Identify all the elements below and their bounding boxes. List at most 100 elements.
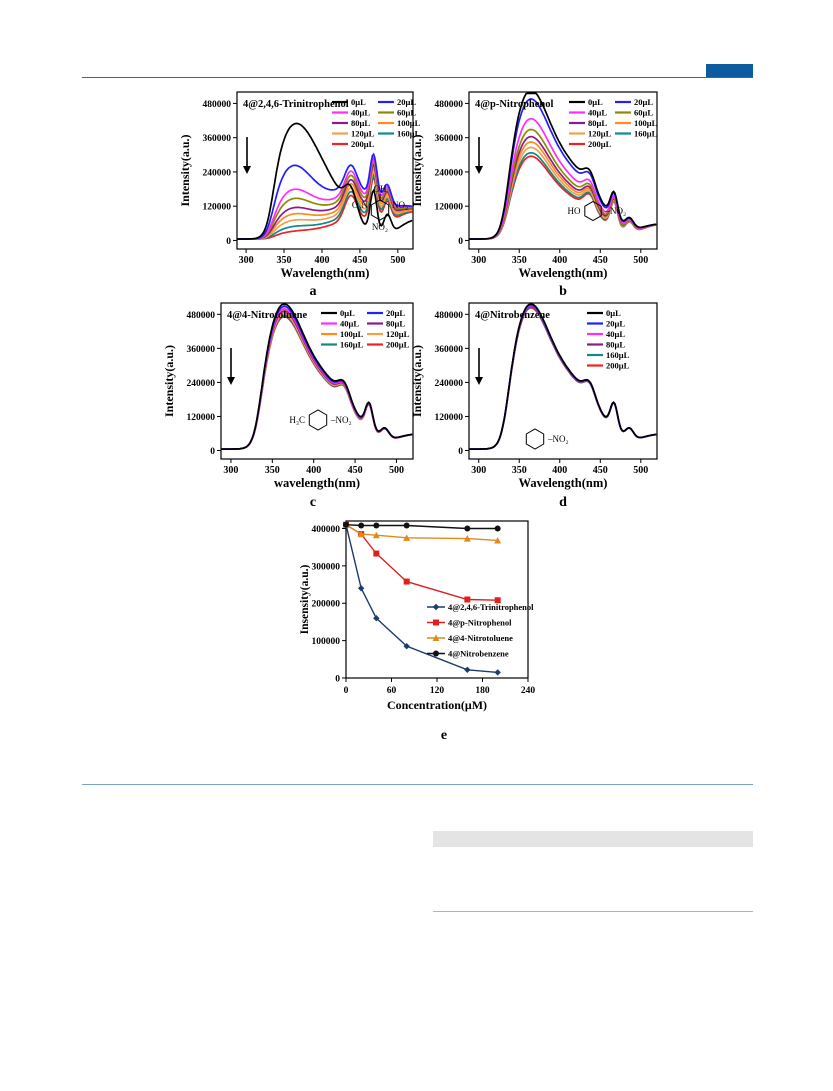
y-tick-label: 300000: [312, 562, 341, 572]
legend-label: 0μL: [340, 308, 355, 318]
plot-frame: [220, 302, 414, 460]
legend-label: 0μL: [351, 97, 366, 107]
panel-title: 4@2,4,6-Trinitrophenol: [243, 99, 349, 110]
section-separator: [82, 784, 753, 785]
legend-label: 40μL: [588, 108, 607, 118]
plot-frame: [236, 91, 414, 250]
legend-label: 100μL: [634, 118, 658, 128]
legend-label: 20μL: [634, 97, 653, 107]
down-arrow-icon: [227, 377, 235, 385]
x-tick-label: 500: [633, 465, 648, 476]
series-line-2: [345, 524, 498, 542]
y-tick-label: 0: [335, 675, 340, 685]
y-tick-label: 120000: [203, 203, 232, 213]
x-axis-label: Wavelength(nm): [519, 476, 608, 490]
series-line-40μL: [237, 156, 413, 240]
plot-frame: [468, 91, 658, 250]
panel-label-d: d: [559, 495, 567, 510]
data-point: [373, 614, 380, 622]
series-line-3: [345, 524, 498, 530]
legend-label: 80μL: [351, 118, 370, 128]
molecule-structure: H₃C –NO₂: [289, 409, 352, 431]
x-tick-label: 180: [475, 686, 490, 696]
legend-label: 160μL: [606, 350, 630, 360]
legend-label: 0μL: [606, 308, 621, 318]
x-tick-label: 0: [344, 686, 349, 696]
data-point: [494, 525, 501, 532]
legend-marker: [433, 619, 439, 626]
data-point: [464, 666, 471, 673]
y-tick-label: 120000: [187, 413, 216, 423]
structure-label: –NO₂: [547, 434, 569, 444]
panel-label-c: c: [310, 495, 316, 510]
y-tick-label: 200000: [312, 600, 341, 610]
structure-label: H₃C: [289, 415, 305, 425]
series-line-0μL: [469, 92, 657, 240]
y-axis-label: Intensity(a.u.): [162, 345, 176, 417]
thin-rule: [433, 911, 753, 912]
x-tick-label: 400: [314, 255, 329, 266]
series-line-0: [345, 524, 498, 674]
series-line-0μL: [237, 122, 413, 240]
data-point: [403, 578, 410, 585]
x-tick-label: 450: [348, 465, 363, 476]
legend-label: 40μL: [340, 319, 359, 329]
legend-label: 60μL: [397, 108, 416, 118]
x-tick-label: 450: [352, 255, 367, 266]
data-point: [463, 535, 471, 542]
series-line-0μL: [221, 303, 413, 450]
data-point: [403, 643, 410, 650]
x-axis-label: wavelength(nm): [274, 476, 360, 490]
x-tick-label: 500: [390, 255, 405, 266]
series-line-20μL: [237, 152, 413, 240]
y-tick-label: 480000: [435, 100, 464, 110]
legend-label: 20μL: [606, 319, 625, 329]
header-rule: [82, 77, 753, 78]
x-tick-label: 350: [265, 465, 280, 476]
data-point: [494, 669, 501, 676]
x-tick-label: 300: [223, 465, 238, 476]
plot-frame: [468, 302, 658, 460]
legend-label: 120μL: [588, 129, 612, 139]
benzene-ring-icon: [584, 200, 602, 222]
x-axis-label: Wavelength(nm): [519, 266, 608, 280]
structure-label: OH: [374, 184, 387, 194]
y-tick-label: 240000: [435, 168, 464, 178]
x-tick-label: 450: [593, 255, 608, 266]
y-tick-label: 480000: [435, 311, 464, 321]
x-tick-label: 60: [387, 686, 397, 696]
legend-label: 20μL: [397, 97, 416, 107]
chart-panel-c: 0 120000 240000 360000 480000 300 350 400 450 500…: [162, 302, 414, 490]
y-tick-label: 0: [210, 447, 215, 457]
y-tick-label: 240000: [435, 379, 464, 389]
y-tick-label: 120000: [435, 203, 464, 213]
legend-label: 120μL: [386, 329, 410, 339]
structure-label: O₂N: [352, 200, 369, 210]
data-point: [357, 585, 365, 592]
y-tick-label: 400000: [312, 525, 341, 535]
data-point: [343, 521, 349, 528]
y-axis-label: Intensity(a.u.): [410, 345, 424, 417]
chart-panel-d: 0 120000 240000 360000 480000 300 350 400 450 500…: [410, 302, 658, 490]
x-axis-label: Wavelength(nm): [281, 266, 370, 280]
y-tick-label: 360000: [435, 345, 464, 355]
panel-label-a: a: [310, 284, 317, 299]
y-tick-label: 0: [226, 237, 231, 247]
legend-label: 100μL: [397, 118, 421, 128]
panel-label-b: b: [559, 284, 567, 299]
legend-marker: [432, 634, 440, 641]
x-tick-label: 300: [471, 255, 486, 266]
x-tick-label: 400: [306, 465, 321, 476]
series-line-1: [345, 524, 498, 601]
x-tick-label: 350: [512, 255, 527, 266]
down-arrow-icon: [475, 166, 483, 174]
legend-label: 40μL: [351, 108, 370, 118]
x-tick-label: 500: [633, 255, 648, 266]
molecule-structure: –NO₂: [525, 428, 569, 450]
benzene-ring-icon: [525, 428, 545, 450]
legend-label: 60μL: [634, 108, 653, 118]
down-arrow-icon: [243, 166, 251, 174]
data-point: [494, 536, 502, 544]
panel-title: 4@p-Nitrophenol: [475, 99, 553, 110]
x-tick-label: 500: [389, 465, 404, 476]
